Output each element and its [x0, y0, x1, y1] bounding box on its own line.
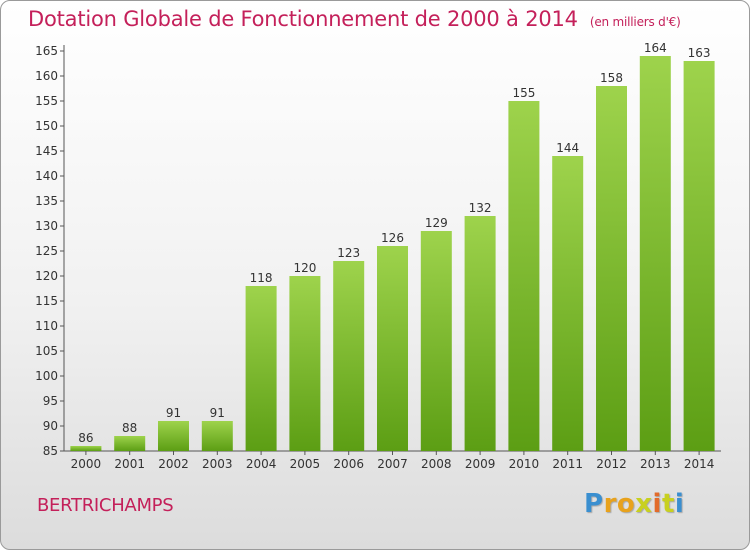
- x-tick-label: 2000: [71, 457, 102, 471]
- bar: [464, 216, 496, 451]
- bar: [508, 101, 540, 451]
- logo-letter: i: [674, 489, 685, 519]
- y-tick-label: 100: [35, 369, 58, 383]
- unit-label: (en milliers d'€): [589, 15, 681, 29]
- x-tick-label: 2002: [158, 457, 189, 471]
- x-tick-label: 2003: [202, 457, 233, 471]
- data-label: 91: [166, 406, 181, 420]
- title-text: Dotation Globale de Fonctionnement de 20…: [28, 7, 578, 31]
- bar: [333, 261, 365, 451]
- y-tick-label: 165: [35, 44, 58, 58]
- y-tick-label: 90: [43, 419, 58, 433]
- x-tick-label: 2006: [333, 457, 364, 471]
- bar: [289, 276, 321, 451]
- commune-name: BERTRICHAMPS: [37, 495, 174, 516]
- logo-letter: x: [635, 489, 653, 519]
- x-tick-label: 2009: [465, 457, 496, 471]
- bar: [639, 56, 671, 451]
- y-tick-label: 145: [35, 144, 58, 158]
- data-label: 120: [293, 261, 316, 275]
- logo-letter: P: [584, 489, 604, 519]
- data-label: 91: [210, 406, 225, 420]
- proxiti-logo: Proxiti: [584, 489, 684, 519]
- x-tick-label: 2013: [640, 457, 671, 471]
- x-tick-label: 2012: [596, 457, 627, 471]
- y-tick-label: 105: [35, 344, 58, 358]
- x-tick-label: 2014: [684, 457, 715, 471]
- data-label: 163: [688, 46, 711, 60]
- bar: [420, 231, 452, 451]
- x-tick-label: 2010: [509, 457, 540, 471]
- bar: [114, 436, 146, 451]
- bar: [158, 421, 189, 451]
- data-label: 86: [78, 431, 93, 445]
- x-tick-label: 2004: [246, 457, 277, 471]
- logo-letter: r: [603, 489, 617, 519]
- data-label: 155: [512, 86, 535, 100]
- y-tick-label: 155: [35, 94, 58, 108]
- logo-letter: o: [616, 489, 636, 519]
- y-tick-label: 135: [35, 194, 58, 208]
- bar: [245, 286, 277, 451]
- x-tick-label: 2001: [114, 457, 145, 471]
- chart-title: Dotation Globale de Fonctionnement de 20…: [28, 7, 681, 31]
- bar: [552, 156, 584, 451]
- y-tick-label: 95: [43, 394, 58, 408]
- y-tick-label: 160: [35, 69, 58, 83]
- bar: [377, 246, 408, 451]
- y-tick-label: 120: [35, 269, 58, 283]
- data-label: 129: [425, 216, 448, 230]
- bar: [596, 86, 627, 451]
- data-label: 132: [469, 201, 492, 215]
- data-label: 126: [381, 231, 404, 245]
- data-label: 164: [644, 41, 667, 55]
- bar: [201, 421, 233, 451]
- logo-letter: i: [652, 489, 662, 519]
- y-tick-label: 125: [35, 244, 58, 258]
- data-label: 118: [250, 271, 273, 285]
- x-tick-label: 2008: [421, 457, 452, 471]
- bar: [683, 61, 715, 451]
- x-tick-label: 2007: [377, 457, 408, 471]
- logo-letter: t: [661, 489, 675, 519]
- y-tick-label: 85: [43, 444, 58, 458]
- bar: [70, 446, 102, 451]
- x-tick-label: 2011: [552, 457, 583, 471]
- data-label: 144: [556, 141, 579, 155]
- y-tick-label: 150: [35, 119, 58, 133]
- data-label: 158: [600, 71, 623, 85]
- y-tick-label: 130: [35, 219, 58, 233]
- data-label: 88: [122, 421, 137, 435]
- y-tick-label: 110: [35, 319, 58, 333]
- y-tick-label: 115: [35, 294, 58, 308]
- y-tick-label: 140: [35, 169, 58, 183]
- data-label: 123: [337, 246, 360, 260]
- x-tick-label: 2005: [290, 457, 321, 471]
